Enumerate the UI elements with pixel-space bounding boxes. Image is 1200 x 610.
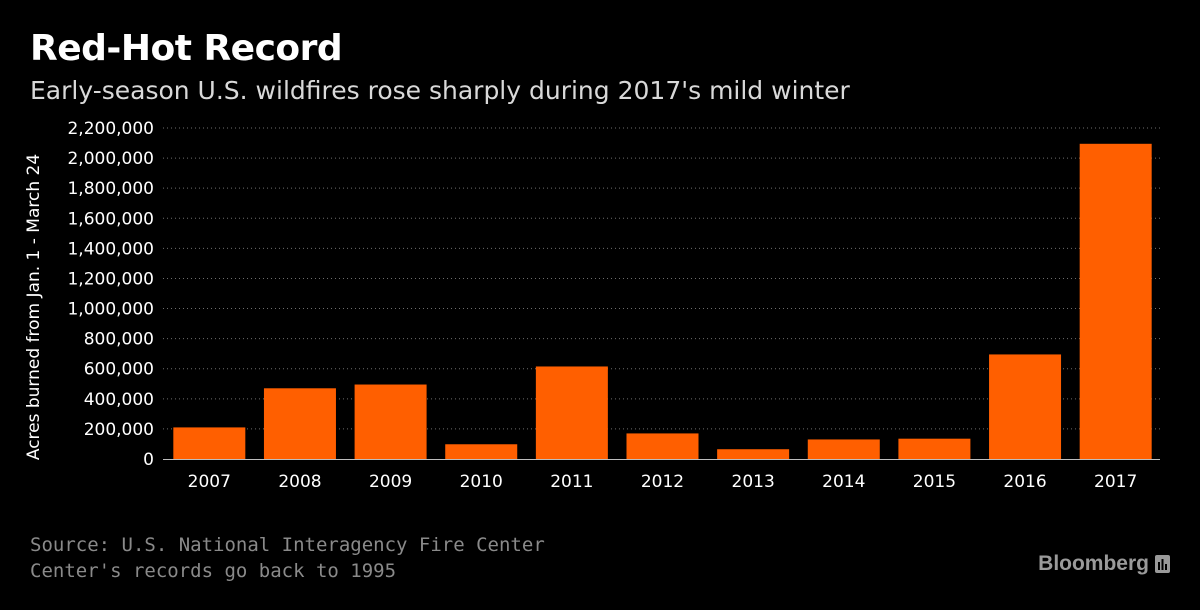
bar-2012 — [626, 433, 699, 459]
y-tick-label: 2,000,000 — [67, 149, 154, 169]
x-tick-label: 2011 — [550, 472, 593, 492]
bar-2007 — [173, 427, 246, 459]
y-tick-label: 1,400,000 — [67, 239, 154, 259]
y-tick-label: 1,200,000 — [67, 269, 154, 289]
bar-2008 — [263, 388, 336, 459]
bars — [173, 143, 1152, 459]
x-tick-label: 2009 — [369, 472, 412, 492]
bar-2011 — [535, 366, 608, 459]
x-tick-label: 2017 — [1094, 472, 1137, 492]
x-tick-label: 2015 — [913, 472, 956, 492]
y-tick-label: 400,000 — [84, 390, 154, 410]
y-axis-label: Acres burned from Jan. 1 - March 24 — [24, 154, 44, 460]
x-tick-label: 2013 — [732, 472, 775, 492]
bar-2009 — [354, 384, 427, 459]
y-tick-label: 200,000 — [84, 420, 154, 440]
source-note: Source: U.S. National Interagency Fire C… — [30, 534, 545, 556]
y-tick-label: 1,600,000 — [67, 209, 154, 229]
x-axis-ticks: 2007 2008 2009 2010 2011 2012 2013 2014 2015 2016… — [188, 472, 1138, 492]
bar-2010 — [445, 444, 518, 459]
brand-mark: Bloomberg — [1038, 552, 1170, 576]
chart-subtitle: Early-season U.S. wildfires rose sharply… — [30, 76, 850, 105]
y-axis-ticks: 0 200,000 400,000 600,000 800,000 1,000,000 1,… — [67, 119, 154, 470]
y-tick-label: 600,000 — [84, 360, 154, 380]
brand-name: Bloomberg — [1038, 552, 1149, 575]
bar-2016 — [989, 354, 1062, 459]
y-tick-label: 1,000,000 — [67, 300, 154, 320]
x-tick-label: 2014 — [822, 472, 865, 492]
y-tick-label: 0 — [143, 450, 154, 470]
x-tick-label: 2007 — [188, 472, 231, 492]
x-tick-label: 2010 — [460, 472, 503, 492]
x-tick-label: 2016 — [1003, 472, 1046, 492]
chart-title: Red-Hot Record — [30, 28, 343, 69]
records-note: Center's records go back to 1995 — [30, 560, 397, 582]
bar-2015 — [898, 438, 971, 459]
bar-2013 — [717, 449, 790, 459]
x-tick-label: 2012 — [641, 472, 684, 492]
chart-footer: Source: U.S. National Interagency Fire C… — [30, 532, 545, 584]
y-tick-label: 800,000 — [84, 330, 154, 350]
y-tick-label: 1,800,000 — [67, 179, 154, 199]
y-tick-label: 2,200,000 — [67, 119, 154, 139]
x-tick-label: 2008 — [278, 472, 321, 492]
bar-2014 — [807, 439, 880, 459]
bar-2017 — [1079, 143, 1152, 459]
bloomberg-logo-icon — [1155, 555, 1170, 573]
